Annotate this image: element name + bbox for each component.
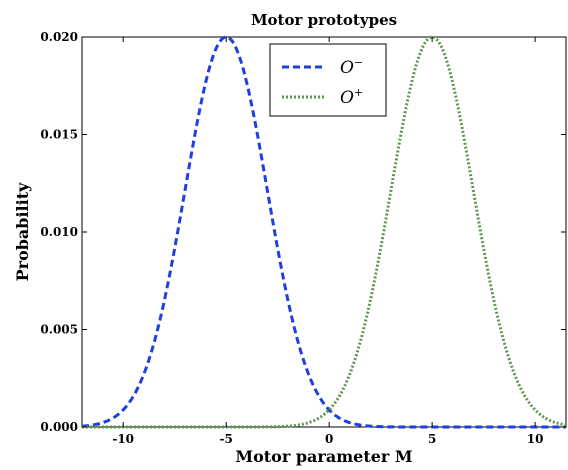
y-tick-label: 0.005 xyxy=(40,323,78,337)
x-tick-label: 5 xyxy=(428,432,436,446)
x-tick-label: -10 xyxy=(112,432,134,446)
legend-box xyxy=(269,43,387,117)
y-tick-label: 0.000 xyxy=(40,420,78,434)
series-line-1 xyxy=(82,35,567,429)
x-tick-label: 10 xyxy=(527,432,544,446)
x-tick-label: -5 xyxy=(219,432,232,446)
x-axis-label: Motor parameter M xyxy=(235,447,412,466)
x-tick-label: 0 xyxy=(325,432,333,446)
legend-label-1: O+ xyxy=(340,86,363,108)
legend: O− O+ xyxy=(269,43,387,117)
y-tick-label: 0.010 xyxy=(40,225,78,239)
legend-label-0: O− xyxy=(340,56,363,78)
y-tick-label: 0.015 xyxy=(40,128,78,142)
y-tick-label: 0.020 xyxy=(40,30,78,44)
series-line-0 xyxy=(81,35,566,429)
chart-title: Motor prototypes xyxy=(251,11,397,29)
y-axis-label: Probability xyxy=(13,182,32,282)
ticks-layer: -10 -5 0 5 10 0.000 0.005 0.010 0.015 0.020 xyxy=(40,30,566,446)
series-layer xyxy=(81,35,567,429)
